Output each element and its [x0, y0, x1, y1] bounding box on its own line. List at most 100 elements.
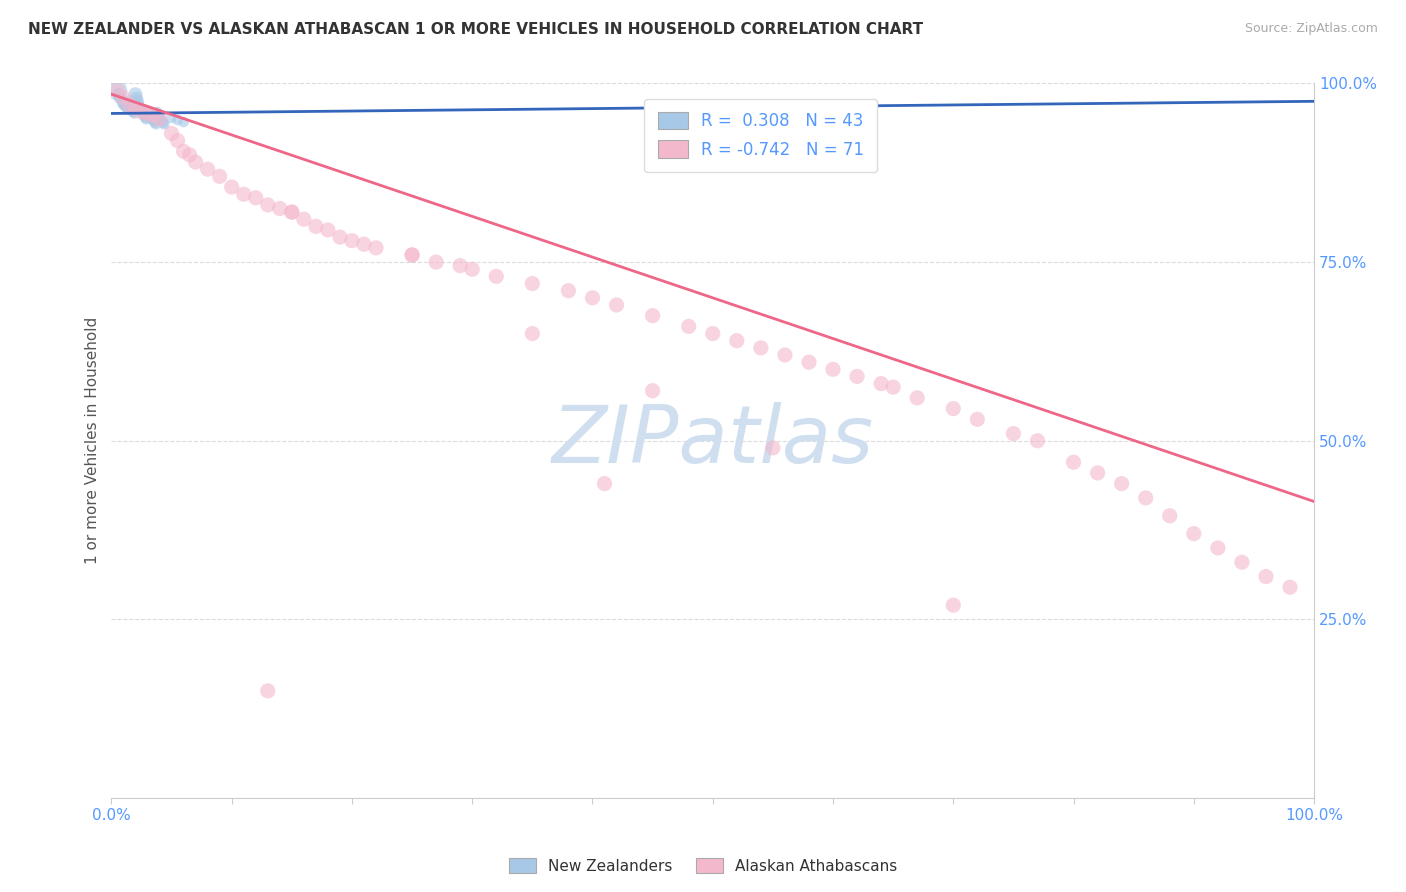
- Point: [329, 230, 352, 244]
- Point: [117, 103, 139, 117]
- Point: [1254, 569, 1277, 583]
- Point: [166, 112, 188, 127]
- Point: [166, 134, 188, 148]
- Point: [1206, 541, 1229, 555]
- Point: [153, 117, 176, 131]
- Point: [208, 169, 231, 184]
- Point: [773, 348, 796, 362]
- Point: [125, 91, 148, 105]
- Point: [149, 112, 172, 127]
- Point: [725, 334, 748, 348]
- Point: [179, 148, 201, 162]
- Point: [1230, 555, 1253, 569]
- Point: [142, 113, 165, 128]
- Point: [606, 298, 628, 312]
- Point: [146, 105, 169, 120]
- Legend: R =  0.308   N = 43, R = -0.742   N = 71: R = 0.308 N = 43, R = -0.742 N = 71: [644, 99, 877, 172]
- Point: [136, 105, 159, 120]
- Point: [449, 259, 471, 273]
- Point: [678, 319, 700, 334]
- Point: [160, 127, 183, 141]
- Point: [425, 255, 447, 269]
- Point: [173, 115, 195, 129]
- Point: [1087, 466, 1109, 480]
- Point: [797, 355, 820, 369]
- Point: [364, 241, 387, 255]
- Point: [124, 87, 146, 102]
- Point: [143, 116, 166, 130]
- Point: [131, 105, 153, 120]
- Point: [245, 191, 267, 205]
- Point: [749, 341, 772, 355]
- Point: [115, 99, 138, 113]
- Point: [905, 391, 928, 405]
- Point: [221, 180, 243, 194]
- Point: [115, 102, 138, 116]
- Point: [121, 102, 143, 116]
- Point: [641, 384, 664, 398]
- Point: [141, 112, 163, 127]
- Point: [107, 87, 129, 102]
- Point: [485, 269, 508, 284]
- Point: [305, 219, 328, 234]
- Point: [129, 102, 152, 116]
- Point: [148, 111, 170, 125]
- Point: [1026, 434, 1049, 448]
- Point: [118, 95, 141, 109]
- Point: [1063, 455, 1085, 469]
- Point: [145, 117, 167, 131]
- Point: [139, 109, 162, 123]
- Point: [702, 326, 724, 341]
- Point: [134, 111, 156, 125]
- Point: [846, 369, 869, 384]
- Point: [110, 92, 132, 106]
- Point: [112, 91, 135, 105]
- Point: [292, 212, 315, 227]
- Point: [821, 362, 844, 376]
- Point: [581, 291, 603, 305]
- Point: [1159, 508, 1181, 523]
- Point: [160, 111, 183, 125]
- Point: [112, 96, 135, 111]
- Point: [353, 237, 375, 252]
- Point: [131, 106, 153, 120]
- Point: [1135, 491, 1157, 505]
- Point: [197, 162, 219, 177]
- Point: [139, 111, 162, 125]
- Point: [184, 155, 207, 169]
- Point: [142, 109, 165, 123]
- Point: [107, 84, 129, 98]
- Point: [122, 105, 145, 120]
- Point: [150, 113, 173, 128]
- Point: [1182, 526, 1205, 541]
- Point: [131, 103, 153, 118]
- Point: [762, 441, 785, 455]
- Point: [966, 412, 988, 426]
- Point: [108, 91, 131, 105]
- Point: [120, 98, 142, 112]
- Text: NEW ZEALANDER VS ALASKAN ATHABASCAN 1 OR MORE VEHICLES IN HOUSEHOLD CORRELATION : NEW ZEALANDER VS ALASKAN ATHABASCAN 1 OR…: [28, 22, 924, 37]
- Point: [152, 116, 174, 130]
- Point: [942, 598, 965, 612]
- Point: [256, 684, 278, 698]
- Point: [461, 262, 484, 277]
- Point: [138, 106, 160, 120]
- Point: [593, 476, 616, 491]
- Point: [870, 376, 893, 391]
- Point: [148, 109, 170, 123]
- Point: [256, 198, 278, 212]
- Point: [401, 248, 423, 262]
- Point: [281, 205, 304, 219]
- Point: [1002, 426, 1025, 441]
- Point: [132, 109, 155, 123]
- Text: Source: ZipAtlas.com: Source: ZipAtlas.com: [1244, 22, 1378, 36]
- Point: [107, 84, 129, 98]
- Point: [269, 202, 291, 216]
- Point: [641, 309, 664, 323]
- Point: [557, 284, 579, 298]
- Point: [882, 380, 904, 394]
- Point: [401, 248, 423, 262]
- Point: [316, 223, 339, 237]
- Point: [124, 102, 146, 116]
- Point: [111, 95, 134, 109]
